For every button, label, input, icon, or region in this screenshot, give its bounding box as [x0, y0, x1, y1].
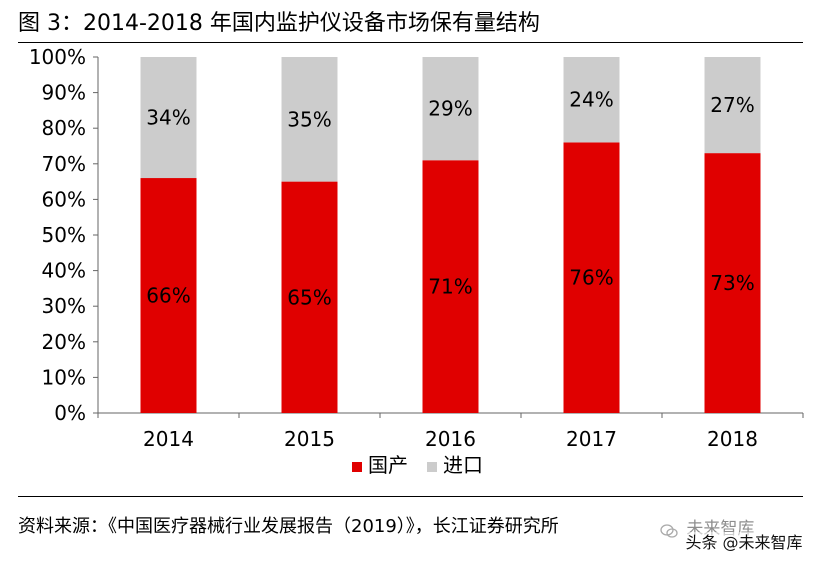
title-rule — [18, 42, 803, 43]
y-tick-label: 70% — [42, 152, 86, 176]
watermark-bar: 头条 @未来智库 — [678, 532, 810, 554]
legend-swatch-imported — [427, 462, 437, 472]
wechat-icon — [660, 521, 678, 538]
bar-domestic — [422, 160, 479, 413]
data-label-imported: 27% — [710, 93, 754, 117]
y-tick-label: 50% — [42, 223, 86, 247]
x-tick-label: 2017 — [566, 427, 617, 451]
data-label-domestic: 76% — [569, 266, 613, 290]
page-title: 图 3：2014-2018 年国内监护仪设备市场保有量结构 — [18, 11, 540, 36]
data-label-imported: 35% — [287, 107, 331, 131]
x-tick-label: 2015 — [284, 427, 335, 451]
x-tick-label: 2014 — [143, 427, 194, 451]
y-tick-label: 90% — [42, 81, 86, 105]
y-tick-label: 30% — [42, 294, 86, 318]
y-tick-label: 0% — [54, 401, 86, 425]
y-tick-label: 60% — [42, 187, 86, 211]
source-rule — [18, 496, 803, 497]
bar-imported — [704, 57, 761, 154]
data-label-domestic: 71% — [428, 275, 472, 299]
data-label-domestic: 73% — [710, 271, 754, 295]
source-note: 资料来源：《中国医疗器械行业发展报告（2019）》，长江证券研究所 — [18, 516, 559, 537]
data-label-domestic: 65% — [287, 285, 331, 309]
legend-label-imported: 进口 — [443, 453, 483, 477]
bar-domestic — [563, 142, 620, 413]
data-label-imported: 34% — [146, 106, 190, 130]
bar-domestic — [140, 178, 197, 413]
y-tick-label: 100% — [29, 45, 86, 69]
y-tick-label: 10% — [42, 365, 86, 389]
y-tick-label: 80% — [42, 116, 86, 140]
bar-domestic — [281, 181, 338, 413]
bar-domestic — [704, 153, 761, 413]
x-tick-label: 2018 — [707, 427, 758, 451]
y-tick-label: 20% — [42, 330, 86, 354]
legend-label-domestic: 国产 — [368, 453, 408, 477]
legend-swatch-domestic — [352, 462, 362, 472]
bar-imported — [422, 57, 479, 161]
bar-imported — [563, 57, 620, 143]
bar-imported — [140, 57, 197, 179]
x-tick-label: 2016 — [425, 427, 476, 451]
data-label-imported: 24% — [569, 88, 613, 112]
data-label-imported: 29% — [428, 97, 472, 121]
y-tick-label: 40% — [42, 259, 86, 283]
data-label-domestic: 66% — [146, 284, 190, 308]
bar-imported — [281, 57, 338, 182]
